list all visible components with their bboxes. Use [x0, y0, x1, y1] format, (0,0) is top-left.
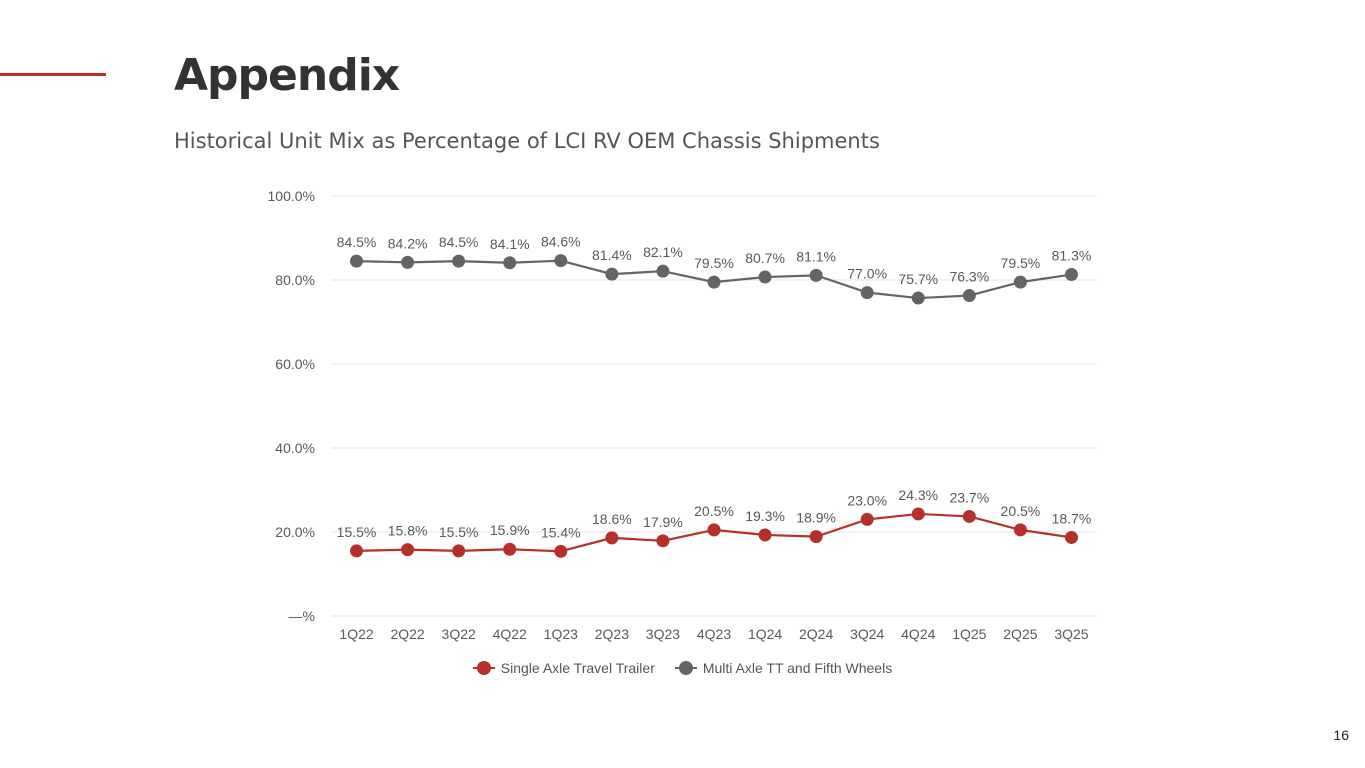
data-label: 24.3% — [898, 487, 938, 503]
data-point — [350, 254, 364, 268]
data-label: 81.4% — [592, 247, 632, 263]
x-tick-label: 2Q25 — [1003, 626, 1037, 642]
data-point — [503, 256, 517, 270]
data-point — [707, 523, 721, 537]
data-point — [656, 264, 670, 278]
y-tick-label: —% — [289, 608, 315, 624]
data-label: 15.8% — [388, 523, 428, 539]
data-point — [962, 509, 976, 523]
data-label: 82.1% — [643, 244, 683, 260]
data-label: 18.9% — [796, 510, 836, 526]
data-label: 20.5% — [1001, 503, 1041, 519]
y-tick-label: 80.0% — [275, 272, 315, 288]
data-label: 15.4% — [541, 524, 581, 540]
y-tick-label: 40.0% — [275, 440, 315, 456]
data-point — [350, 544, 364, 558]
legend-label: Single Axle Travel Trailer — [500, 660, 655, 676]
x-tick-label: 3Q24 — [850, 626, 884, 642]
x-tick-label: 3Q25 — [1054, 626, 1088, 642]
chart-gridlines — [331, 195, 1097, 617]
data-point — [1064, 530, 1078, 544]
legend-swatch — [674, 661, 697, 675]
x-tick-label: 4Q24 — [901, 626, 935, 642]
x-tick-label: 4Q23 — [697, 626, 731, 642]
chart-subtitle: Historical Unit Mix as Percentage of LCI… — [174, 129, 880, 153]
legend-swatch — [472, 661, 495, 675]
data-point — [656, 534, 670, 548]
data-label: 84.1% — [490, 236, 530, 252]
data-point — [1013, 523, 1027, 537]
data-label: 84.2% — [388, 235, 428, 251]
series-0: 15.5% 15.8% 15.5% 15.9% 15.4% 18.6% 17.9% 20.5%… — [337, 487, 1092, 558]
data-label: 75.7% — [898, 271, 938, 287]
data-point — [1013, 275, 1027, 289]
data-label: 19.3% — [745, 508, 785, 524]
data-label: 76.3% — [949, 269, 989, 285]
x-tick-label: 1Q23 — [544, 626, 578, 642]
data-point — [401, 543, 415, 557]
data-point — [554, 544, 568, 558]
x-tick-label: 1Q24 — [748, 626, 782, 642]
data-label: 79.5% — [1001, 255, 1041, 271]
data-label: 20.5% — [694, 503, 734, 519]
data-point — [1064, 268, 1078, 282]
data-label: 15.5% — [337, 524, 377, 540]
page-title: Appendix — [174, 50, 400, 101]
y-axis: —% 20.0% 40.0% 60.0% 80.0% 100.0% — [268, 188, 315, 624]
data-label: 81.3% — [1052, 248, 1092, 264]
data-point — [605, 267, 619, 281]
data-label: 15.9% — [490, 522, 530, 538]
data-point — [809, 268, 823, 282]
x-axis: 1Q22 2Q22 3Q22 4Q22 1Q23 2Q23 3Q23 4Q23 1Q24 2Q24… — [339, 626, 1088, 642]
data-point — [554, 254, 568, 268]
data-label: 84.6% — [541, 234, 581, 250]
data-point — [452, 254, 466, 268]
data-point — [707, 275, 721, 289]
chart-legend: Single Axle Travel Trailer Multi Axle TT … — [0, 660, 1365, 676]
y-tick-label: 20.0% — [275, 524, 315, 540]
y-tick-label: 100.0% — [268, 188, 315, 204]
x-tick-label: 2Q24 — [799, 626, 833, 642]
legend-item: Multi Axle TT and Fifth Wheels — [674, 660, 893, 676]
data-label: 23.7% — [949, 489, 989, 505]
data-point — [758, 528, 772, 542]
data-label: 15.5% — [439, 524, 479, 540]
x-tick-label: 1Q25 — [952, 626, 986, 642]
data-label: 18.7% — [1052, 510, 1092, 526]
x-tick-label: 2Q23 — [595, 626, 629, 642]
data-point — [962, 289, 976, 303]
page-number: 16 — [1333, 727, 1349, 743]
data-label: 17.9% — [643, 514, 683, 530]
legend-item: Single Axle Travel Trailer — [472, 660, 655, 676]
data-point — [809, 530, 823, 544]
data-point — [605, 531, 619, 545]
data-point — [911, 507, 925, 521]
chart-series: 15.5% 15.8% 15.5% 15.9% 15.4% 18.6% 17.9% 20.5%… — [337, 234, 1092, 558]
data-label: 84.5% — [337, 234, 377, 250]
data-label: 80.7% — [745, 250, 785, 266]
y-tick-label: 60.0% — [275, 356, 315, 372]
data-label: 84.5% — [439, 234, 479, 250]
data-point — [758, 270, 772, 284]
data-point — [860, 286, 874, 300]
data-point — [860, 512, 874, 526]
data-label: 23.0% — [847, 492, 887, 508]
data-point — [452, 544, 466, 558]
accent-rule — [0, 73, 106, 76]
x-tick-label: 1Q22 — [339, 626, 373, 642]
series-1: 84.5% 84.2% 84.5% 84.1% 84.6% 81.4% 82.1% 79.5%… — [337, 234, 1092, 305]
x-tick-label: 3Q23 — [646, 626, 680, 642]
data-label: 18.6% — [592, 511, 632, 527]
data-label: 77.0% — [847, 266, 887, 282]
legend-label: Multi Axle TT and Fifth Wheels — [702, 660, 893, 676]
x-tick-label: 3Q22 — [442, 626, 476, 642]
data-point — [401, 255, 415, 269]
x-tick-label: 4Q22 — [493, 626, 527, 642]
data-point — [911, 291, 925, 305]
x-tick-label: 2Q22 — [390, 626, 424, 642]
data-point — [503, 542, 517, 556]
data-label: 81.1% — [796, 248, 836, 264]
data-label: 79.5% — [694, 255, 734, 271]
